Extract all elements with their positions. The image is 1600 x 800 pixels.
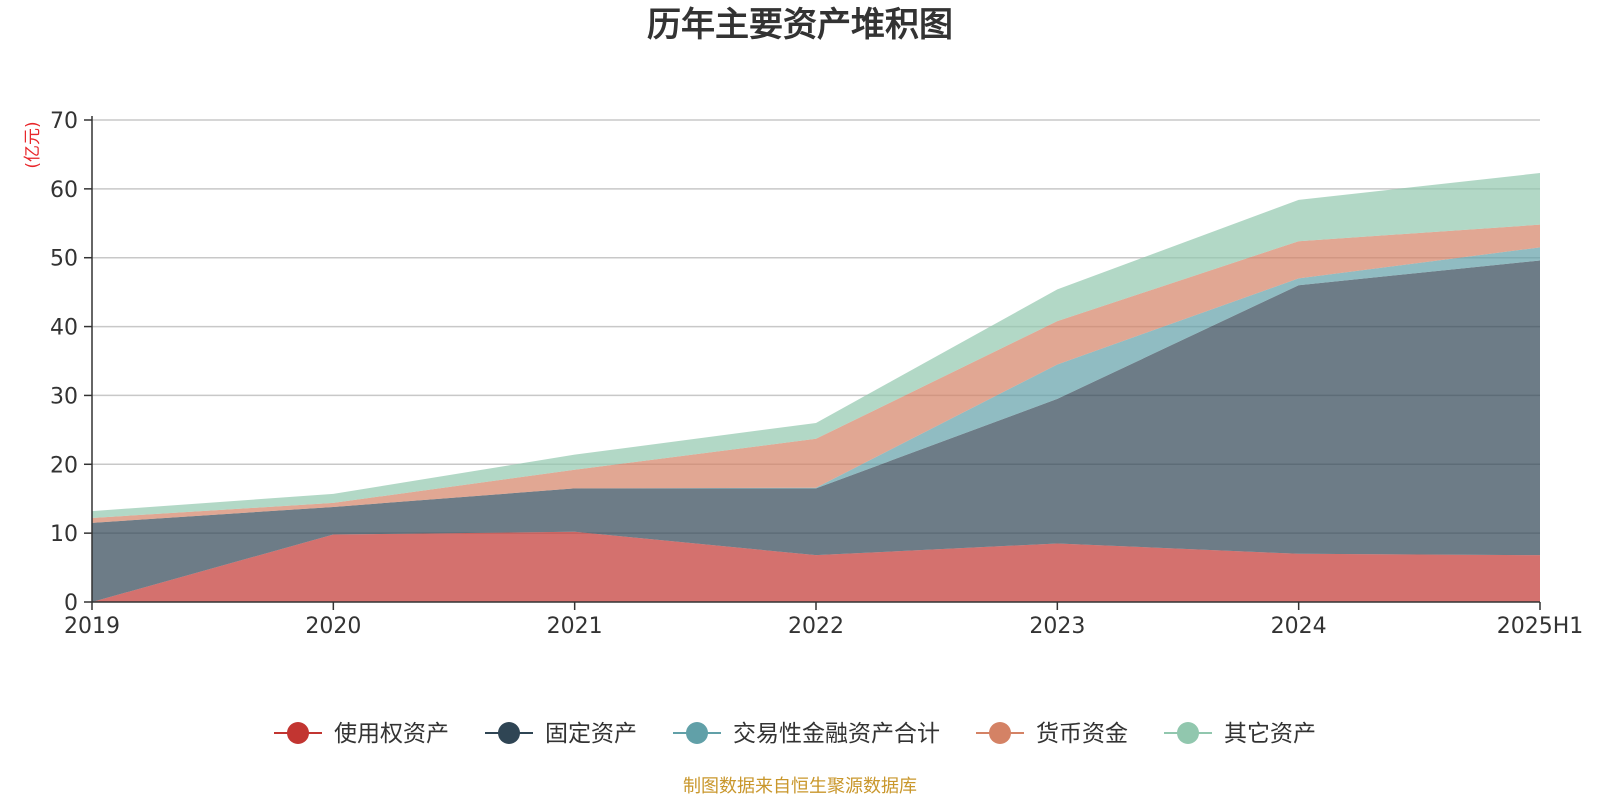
legend-item: 使用权资产 [274, 721, 449, 747]
area-series [92, 531, 1540, 602]
legend-marker [498, 722, 520, 744]
x-tick-label: 2019 [64, 614, 120, 639]
x-tick-label: 2021 [547, 614, 603, 639]
area-series [92, 247, 1540, 523]
legend-marker [686, 722, 708, 744]
legend-item: 固定资产 [485, 721, 637, 747]
y-tick-label: 0 [64, 591, 78, 616]
area-series [92, 173, 1540, 518]
legend-marker [1177, 722, 1199, 744]
legend-item: 其它资产 [1164, 721, 1316, 747]
legend-label: 交易性金融资产合计 [733, 721, 940, 747]
x-tick-label: 2024 [1271, 614, 1327, 639]
y-axis-unit-label: (亿元) [23, 121, 43, 168]
legend-label: 固定资产 [545, 721, 637, 747]
x-tick-label: 2023 [1029, 614, 1085, 639]
legend-marker [287, 722, 309, 744]
legend-marker [989, 722, 1011, 744]
x-tick-label: 2025H1 [1497, 614, 1584, 639]
legend-item: 货币资金 [976, 721, 1128, 747]
y-tick-label: 20 [50, 453, 78, 478]
area-series-group [92, 173, 1540, 602]
y-tick-label: 60 [50, 178, 78, 203]
legend-label: 使用权资产 [334, 721, 449, 747]
legend-label: 其它资产 [1224, 721, 1316, 747]
gridlines [92, 119, 1540, 534]
y-tick-label: 30 [50, 384, 78, 409]
y-tick-label: 50 [50, 247, 78, 272]
legend-item: 交易性金融资产合计 [673, 721, 940, 747]
x-tick-label: 2020 [305, 614, 361, 639]
y-tick-label: 40 [50, 316, 78, 341]
chart-title: 历年主要资产堆积图 [647, 5, 953, 45]
area-series [92, 224, 1540, 523]
x-tick-label: 2022 [788, 614, 844, 639]
legend-label: 货币资金 [1036, 721, 1128, 747]
y-tick-label: 10 [50, 522, 78, 547]
legend: 使用权资产 固定资产 交易性金融资产合计 货币资金 其它资产 [274, 721, 1316, 747]
area-series [92, 260, 1540, 602]
axes: 0 10 20 30 40 50 60 70 2019 2020 2021 2022 2023 2024 2… [50, 109, 1583, 639]
data-source-note: 制图数据来自恒生聚源数据库 [683, 776, 917, 797]
y-tick-label: 70 [50, 109, 78, 134]
